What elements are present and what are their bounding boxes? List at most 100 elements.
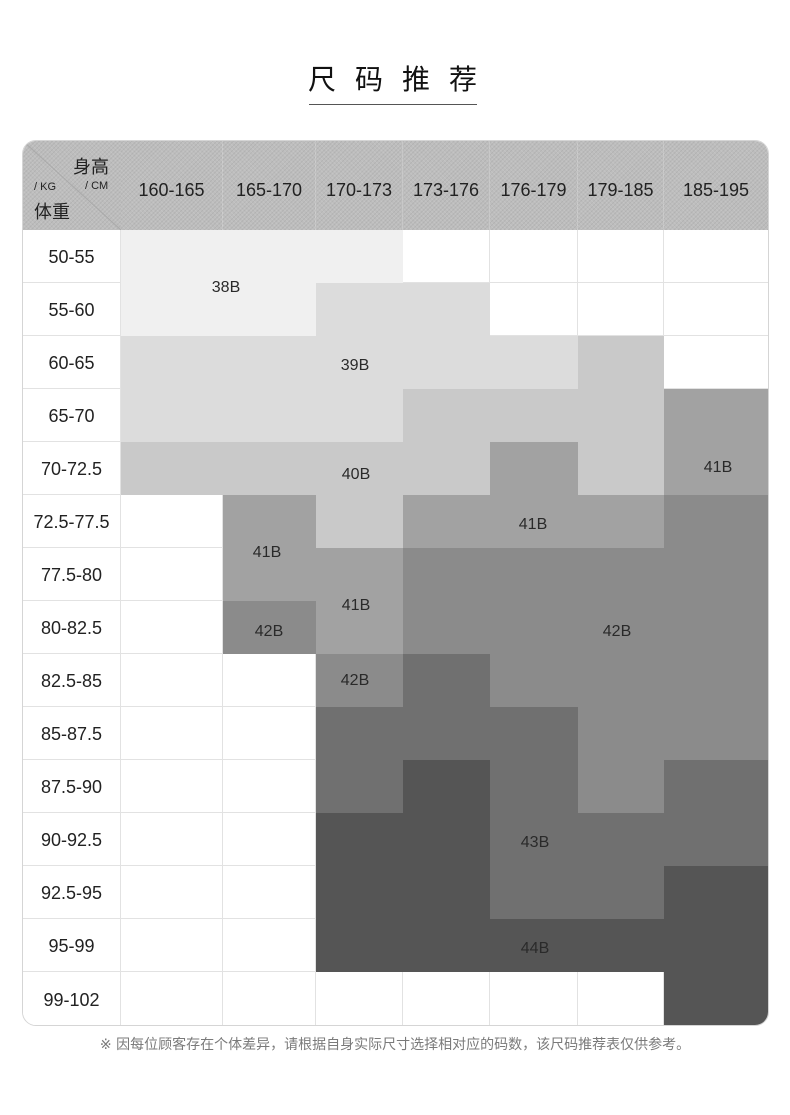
size-cell (578, 707, 664, 760)
size-cell (664, 760, 768, 813)
size-cell (664, 336, 768, 389)
size-cell (121, 283, 223, 336)
size-cell (403, 866, 490, 919)
page-title: 尺码推荐 (308, 63, 497, 96)
height-axis-label: 身高 (73, 157, 109, 178)
size-cell (490, 654, 578, 707)
height-range-header: 185-195 (664, 141, 768, 230)
size-label: 38B (211, 279, 241, 296)
size-cell (578, 283, 664, 336)
size-cell (316, 495, 403, 548)
size-cell (490, 601, 578, 654)
size-label: 41B (518, 516, 548, 533)
size-cell (403, 230, 490, 283)
size-cell (223, 654, 316, 707)
size-label: 42B (254, 623, 284, 640)
weight-range-header: 92.5-95 (23, 866, 121, 919)
size-cell (664, 442, 768, 495)
size-cell (664, 919, 768, 972)
diagonal-divider (23, 141, 121, 230)
size-cell (223, 601, 316, 654)
size-label: 41B (252, 544, 282, 561)
weight-range-header: 87.5-90 (23, 760, 121, 813)
size-label: 39B (340, 357, 370, 374)
size-cell (578, 548, 664, 601)
weight-range-header: 85-87.5 (23, 707, 121, 760)
size-cell (578, 442, 664, 495)
weight-range-header: 60-65 (23, 336, 121, 389)
size-label: 40B (341, 466, 371, 483)
size-cell (490, 866, 578, 919)
size-cell (490, 389, 578, 442)
size-label: 44B (520, 940, 550, 957)
size-cell (223, 919, 316, 972)
size-cell (121, 760, 223, 813)
size-cell (316, 707, 403, 760)
size-cell (490, 442, 578, 495)
size-cell (403, 283, 490, 336)
size-cell (121, 442, 223, 495)
size-cell (223, 760, 316, 813)
size-cell (490, 548, 578, 601)
size-cell (403, 707, 490, 760)
size-cell (316, 389, 403, 442)
size-cell (664, 601, 768, 654)
size-cell (664, 230, 768, 283)
size-chart-table: 身高 / CM / KG 体重 38B 39B 40B 41B 41B 41B … (22, 140, 769, 1026)
size-cell (121, 230, 223, 283)
size-cell (316, 336, 403, 389)
height-range-header: 176-179 (490, 141, 578, 230)
size-cell (578, 813, 664, 866)
size-cell (578, 389, 664, 442)
size-cell (403, 389, 490, 442)
weight-range-header: 95-99 (23, 919, 121, 972)
size-cell (403, 495, 490, 548)
size-cell (578, 972, 664, 1025)
size-cell (664, 495, 768, 548)
weight-range-header: 80-82.5 (23, 601, 121, 654)
size-cell (121, 972, 223, 1025)
size-cell (316, 813, 403, 866)
size-cell (403, 919, 490, 972)
size-cell (578, 495, 664, 548)
size-cell (223, 442, 316, 495)
size-cell (403, 442, 490, 495)
size-cell (578, 336, 664, 389)
weight-range-header: 72.5-77.5 (23, 495, 121, 548)
size-cell (664, 548, 768, 601)
size-cell (490, 972, 578, 1025)
size-cell (223, 230, 316, 283)
size-cell (403, 654, 490, 707)
size-cell (121, 495, 223, 548)
height-range-header: 173-176 (403, 141, 490, 230)
height-range-header: 170-173 (316, 141, 403, 230)
size-cell (403, 336, 490, 389)
size-cell (578, 601, 664, 654)
size-cell (490, 707, 578, 760)
size-cell (490, 919, 578, 972)
weight-range-header: 70-72.5 (23, 442, 121, 495)
size-cell (223, 813, 316, 866)
size-cell (121, 919, 223, 972)
size-label: 43B (520, 834, 550, 851)
size-cell (316, 283, 403, 336)
size-cell (223, 866, 316, 919)
size-cell (403, 601, 490, 654)
size-cell (578, 760, 664, 813)
title-underline (309, 104, 477, 105)
size-cell (223, 548, 316, 601)
size-label: 42B (340, 672, 370, 689)
size-cell (578, 654, 664, 707)
size-cell (664, 813, 768, 866)
size-cell (664, 707, 768, 760)
size-cell (316, 601, 403, 654)
size-cell (316, 972, 403, 1025)
size-cell (578, 866, 664, 919)
size-label: 41B (341, 597, 371, 614)
size-label: 41B (703, 459, 733, 476)
weight-range-header: 82.5-85 (23, 654, 121, 707)
size-cell (121, 654, 223, 707)
size-cell (316, 442, 403, 495)
size-cell (403, 760, 490, 813)
size-cell (403, 813, 490, 866)
